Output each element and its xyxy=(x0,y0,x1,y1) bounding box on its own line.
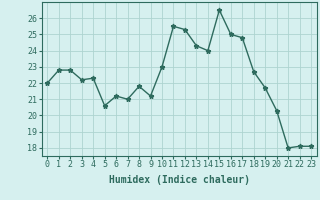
X-axis label: Humidex (Indice chaleur): Humidex (Indice chaleur) xyxy=(109,175,250,185)
